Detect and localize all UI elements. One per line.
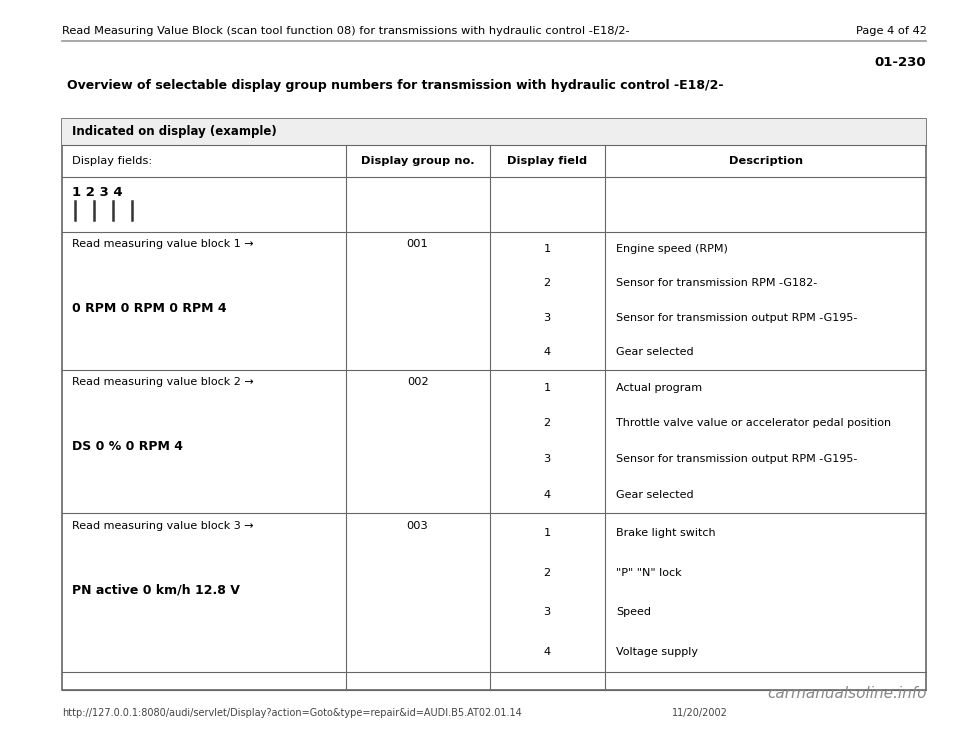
Text: Voltage supply: Voltage supply xyxy=(616,647,698,657)
Text: Sensor for transmission RPM -G182-: Sensor for transmission RPM -G182- xyxy=(616,278,818,288)
Text: Display fields:: Display fields: xyxy=(72,156,153,165)
Text: Overview of selectable display group numbers for transmission with hydraulic con: Overview of selectable display group num… xyxy=(67,79,724,93)
Text: 2: 2 xyxy=(543,278,551,288)
Text: carmanualsoline.info: carmanualsoline.info xyxy=(767,686,926,701)
Text: 2: 2 xyxy=(543,568,551,578)
Text: Read Measuring Value Block (scan tool function 08) for transmissions with hydrau: Read Measuring Value Block (scan tool fu… xyxy=(62,26,630,36)
Text: Display group no.: Display group no. xyxy=(361,156,474,165)
Text: Actual program: Actual program xyxy=(616,383,703,393)
Text: Read measuring value block 3 →: Read measuring value block 3 → xyxy=(72,521,253,531)
Text: Throttle valve value or accelerator pedal position: Throttle valve value or accelerator peda… xyxy=(616,418,892,428)
Text: 2: 2 xyxy=(543,418,551,428)
Text: 4: 4 xyxy=(543,347,551,357)
Text: Read measuring value block 2 →: Read measuring value block 2 → xyxy=(72,377,253,387)
Text: 002: 002 xyxy=(407,377,428,387)
Bar xyxy=(62,119,926,690)
Text: 0 RPM 0 RPM 0 RPM 4: 0 RPM 0 RPM 0 RPM 4 xyxy=(72,302,227,315)
Text: 4: 4 xyxy=(543,490,551,500)
Bar xyxy=(62,119,926,145)
Text: Read measuring value block 1 →: Read measuring value block 1 → xyxy=(72,239,253,249)
Text: 4: 4 xyxy=(543,647,551,657)
Text: 3: 3 xyxy=(543,455,551,464)
Text: Speed: Speed xyxy=(616,607,651,617)
Text: PN active 0 km/h 12.8 V: PN active 0 km/h 12.8 V xyxy=(72,584,240,597)
Text: Description: Description xyxy=(729,156,803,165)
Text: 01-230: 01-230 xyxy=(875,56,926,69)
Text: Sensor for transmission output RPM -G195-: Sensor for transmission output RPM -G195… xyxy=(616,313,857,323)
Text: Engine speed (RPM): Engine speed (RPM) xyxy=(616,244,729,254)
Text: Brake light switch: Brake light switch xyxy=(616,528,716,538)
Text: 11/20/2002: 11/20/2002 xyxy=(672,708,728,718)
Text: Sensor for transmission output RPM -G195-: Sensor for transmission output RPM -G195… xyxy=(616,455,857,464)
Text: "P" "N" lock: "P" "N" lock xyxy=(616,568,682,578)
Text: 003: 003 xyxy=(407,521,428,531)
Text: Gear selected: Gear selected xyxy=(616,490,694,500)
Text: Gear selected: Gear selected xyxy=(616,347,694,357)
Text: 001: 001 xyxy=(407,239,428,249)
Text: http://127.0.0.1:8080/audi/servlet/Display?action=Goto&type=repair&id=AUDI.B5.AT: http://127.0.0.1:8080/audi/servlet/Displ… xyxy=(62,708,522,718)
Text: Indicated on display (example): Indicated on display (example) xyxy=(72,125,276,138)
Text: 3: 3 xyxy=(543,607,551,617)
Text: 1: 1 xyxy=(543,383,551,393)
Text: Page 4 of 42: Page 4 of 42 xyxy=(855,26,926,36)
Text: Display field: Display field xyxy=(507,156,588,165)
Text: 3: 3 xyxy=(543,313,551,323)
Text: DS 0 % 0 RPM 4: DS 0 % 0 RPM 4 xyxy=(72,440,183,453)
Text: 1: 1 xyxy=(543,528,551,538)
Text: 1: 1 xyxy=(543,244,551,254)
Text: 1 2 3 4: 1 2 3 4 xyxy=(72,186,123,199)
